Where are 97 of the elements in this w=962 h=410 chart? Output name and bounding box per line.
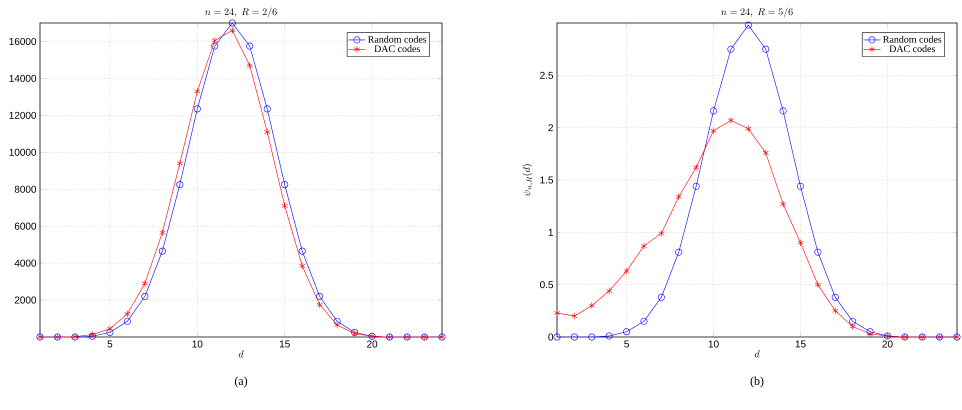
y-tick-label: 0 bbox=[548, 333, 554, 341]
point bbox=[316, 292, 324, 300]
y-axis-title: $\psi_{n,R}(d)$ bbox=[522, 164, 533, 196]
point bbox=[159, 229, 166, 236]
x-axis-title: $d$ bbox=[754, 350, 760, 358]
point bbox=[282, 202, 288, 210]
point bbox=[814, 281, 821, 288]
y-tick-label: 16000 bbox=[10, 38, 36, 45]
point bbox=[606, 287, 612, 294]
y-tick-label: 2 bbox=[548, 124, 553, 132]
point bbox=[710, 127, 717, 134]
y-tick-label: 6000 bbox=[14, 222, 36, 230]
y-tick-label: 8000 bbox=[14, 186, 36, 193]
legend-label: DAC codes bbox=[374, 45, 420, 52]
point bbox=[728, 116, 734, 124]
point bbox=[797, 182, 804, 190]
legend-label: DAC codes bbox=[889, 45, 935, 52]
point bbox=[211, 42, 218, 50]
x-tick-label: 20 bbox=[367, 340, 378, 348]
y-tick-label: 2000 bbox=[14, 296, 36, 304]
y-tick-label: 1.5 bbox=[540, 176, 554, 184]
point bbox=[588, 334, 596, 340]
point bbox=[832, 307, 838, 314]
y-tick-label: 2.5 bbox=[540, 72, 554, 79]
point bbox=[606, 332, 613, 340]
point bbox=[334, 318, 341, 325]
point bbox=[744, 22, 752, 29]
point bbox=[745, 125, 752, 132]
point bbox=[658, 230, 664, 237]
point bbox=[554, 309, 560, 316]
x-tick-label: 10 bbox=[192, 340, 202, 348]
point bbox=[176, 160, 183, 167]
point bbox=[212, 37, 218, 44]
point bbox=[780, 107, 787, 114]
point bbox=[334, 322, 340, 328]
point bbox=[158, 248, 166, 255]
point bbox=[281, 181, 288, 188]
point bbox=[124, 310, 130, 318]
point bbox=[246, 42, 254, 50]
y-tick-label: 14000 bbox=[10, 74, 36, 82]
y-tick-label: 12000 bbox=[10, 112, 36, 119]
point bbox=[554, 334, 560, 340]
point bbox=[850, 323, 856, 330]
x-tick-label: 15 bbox=[280, 340, 290, 348]
point bbox=[298, 248, 306, 255]
point bbox=[316, 301, 323, 308]
point bbox=[142, 280, 148, 287]
point bbox=[640, 318, 648, 325]
point bbox=[299, 262, 306, 270]
y-tick-label: 4000 bbox=[14, 260, 36, 267]
x-tick-label: 10 bbox=[708, 340, 719, 348]
point bbox=[727, 46, 734, 53]
x-tick-label: 5 bbox=[624, 340, 629, 348]
text: (b) bbox=[750, 376, 764, 388]
legend-label: Random codes bbox=[883, 36, 942, 43]
y-tick-label: 0.5 bbox=[540, 281, 554, 288]
text: (a) bbox=[234, 376, 248, 388]
point bbox=[194, 105, 201, 112]
point bbox=[675, 248, 682, 256]
point bbox=[710, 107, 718, 114]
point bbox=[849, 318, 856, 325]
point bbox=[658, 294, 665, 301]
point bbox=[264, 128, 270, 136]
point bbox=[676, 193, 682, 200]
y-tick-label: 1 bbox=[548, 228, 554, 236]
point bbox=[229, 26, 236, 34]
point bbox=[640, 242, 648, 250]
point bbox=[141, 292, 148, 300]
point bbox=[762, 46, 770, 53]
point bbox=[106, 325, 113, 332]
point bbox=[832, 294, 839, 301]
point bbox=[693, 164, 700, 171]
point bbox=[588, 302, 595, 310]
point bbox=[623, 328, 630, 336]
point bbox=[797, 239, 804, 246]
point bbox=[780, 200, 786, 208]
point bbox=[692, 182, 700, 190]
point bbox=[176, 181, 184, 188]
y-tick-label: 10000 bbox=[10, 148, 36, 156]
point bbox=[814, 248, 822, 256]
point bbox=[246, 62, 253, 69]
x-tick-label: 20 bbox=[882, 340, 893, 348]
legend-label: Random codes bbox=[368, 36, 426, 43]
chart-title: $n = 24,\ R = 2/6$ bbox=[205, 8, 277, 18]
point bbox=[264, 105, 271, 112]
point bbox=[571, 312, 578, 320]
point bbox=[570, 334, 578, 340]
chart-title: $n = 24,\ R = 5/6$ bbox=[721, 8, 793, 18]
point bbox=[762, 149, 769, 156]
point bbox=[624, 268, 630, 275]
point bbox=[194, 88, 200, 95]
point bbox=[228, 20, 236, 26]
x-tick-label: 5 bbox=[108, 340, 112, 348]
x-tick-label: 15 bbox=[796, 340, 806, 348]
point bbox=[124, 318, 131, 325]
point bbox=[106, 328, 114, 336]
x-axis-title: $d$ bbox=[238, 350, 244, 358]
